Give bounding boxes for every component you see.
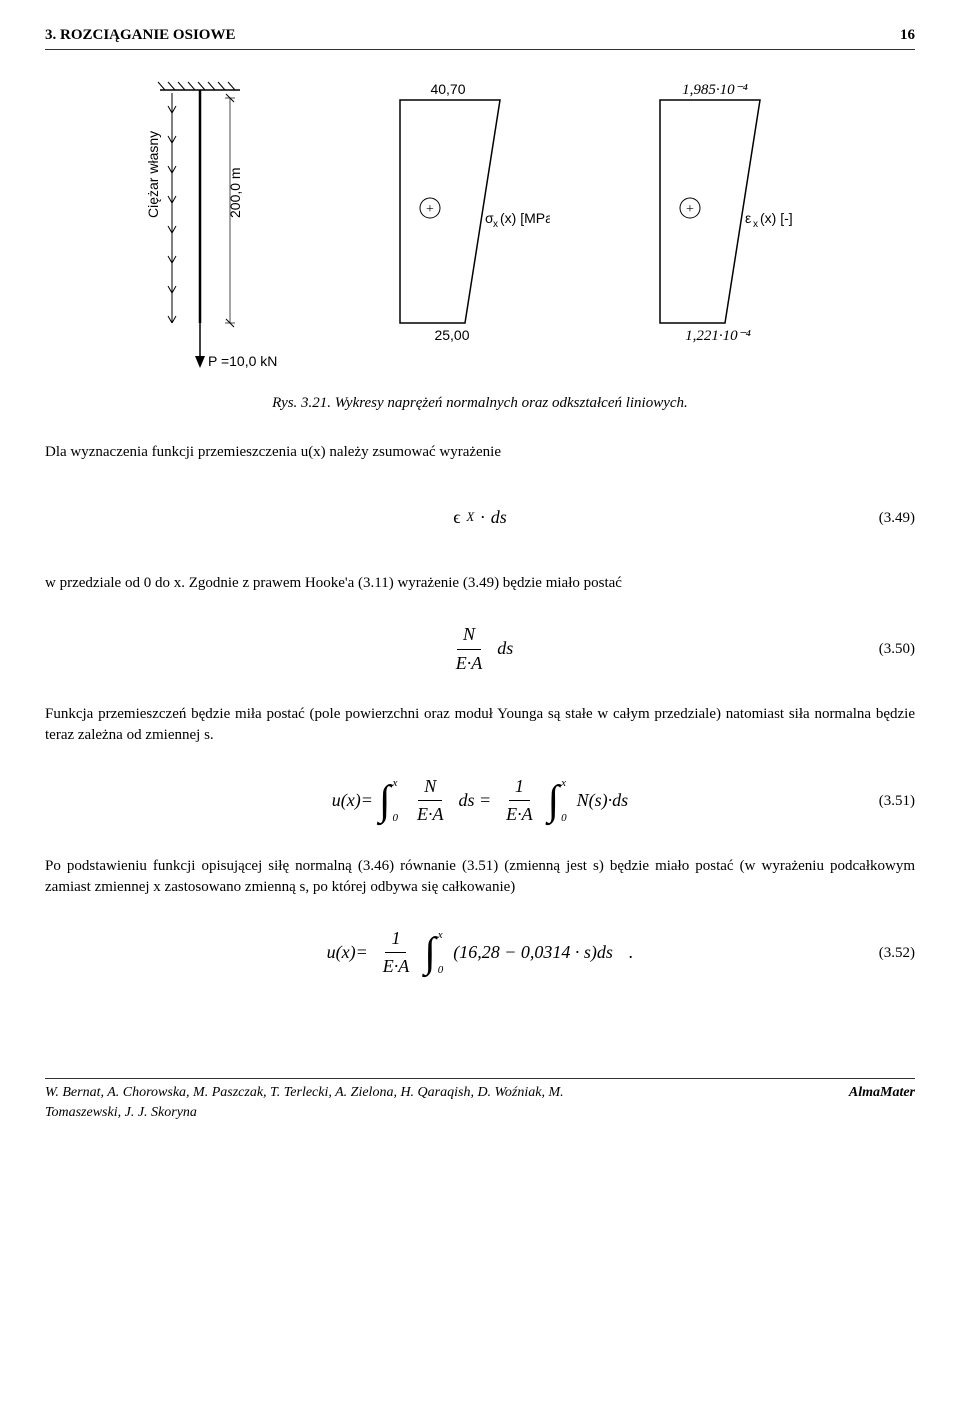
equation-3-52: u(x)= 1E·A ∫ x0 (16,28 − 0,0314 · s)ds .… (45, 923, 915, 983)
svg-text:+: + (426, 202, 434, 217)
equation-3-51: u(x)= ∫ x0 NE·A ds = 1E·A ∫ x0 N(s)·ds (… (45, 771, 915, 831)
paragraph-3: Funkcja przemieszczeń będzie miła postać… (45, 704, 915, 746)
stress-top-value: 40,70 (430, 81, 465, 97)
strain-bottom-value: 1,221·10⁻⁴ (685, 328, 751, 344)
paragraph-1: Dla wyznaczenia funkcji przemieszczenia … (45, 442, 915, 463)
eq-number: (3.51) (879, 791, 915, 812)
stress-bottom-value: 25,00 (434, 327, 469, 343)
beam-diagram: Ciężar własny 200,0 m P =10,0 kN (130, 78, 290, 378)
strain-diagram: 1,985·10⁻⁴ + ε x (x) [-] 1,221·10⁻⁴ (610, 78, 830, 378)
page-header: 3. ROZCIĄGANIE OSIOWE 16 (45, 25, 915, 50)
figure-3-21: Ciężar własny 200,0 m P =10,0 kN 40,70 +… (45, 78, 915, 378)
figure-caption: Rys. 3.21. Wykresy naprężeń normalnych o… (45, 393, 915, 414)
svg-text:ε: ε (745, 210, 751, 226)
svg-text:200,0 m: 200,0 m (227, 167, 243, 218)
page-number: 16 (900, 25, 915, 46)
strain-top-value: 1,985·10⁻⁴ (682, 82, 748, 98)
eq-number: (3.49) (879, 508, 915, 529)
equation-3-49: ϵX · ds (3.49) (45, 488, 915, 548)
paragraph-4: Po podstawieniu funkcji opisującej siłę … (45, 856, 915, 898)
chapter-title: 3. ROZCIĄGANIE OSIOWE (45, 25, 235, 46)
paragraph-2: w przedziale od 0 do x. Zgodnie z prawem… (45, 573, 915, 594)
svg-text:Ciężar własny: Ciężar własny (145, 131, 161, 218)
svg-text:+: + (686, 202, 694, 217)
svg-text:(x) [-]: (x) [-] (760, 210, 793, 226)
eq-number: (3.52) (879, 943, 915, 964)
eq-number: (3.50) (879, 639, 915, 660)
footer-authors: W. Bernat, A. Chorowska, M. Paszczak, T.… (45, 1083, 605, 1122)
stress-diagram: 40,70 + σ x (x) [MPa] 25,00 (350, 78, 550, 378)
svg-text:x: x (493, 219, 498, 230)
equation-3-50: NE·A ds (3.50) (45, 619, 915, 679)
svg-text:(x) [MPa]: (x) [MPa] (500, 210, 550, 226)
svg-text:x: x (753, 219, 758, 230)
svg-text:P =10,0 kN: P =10,0 kN (208, 353, 277, 369)
footer-mark: AlmaMater (849, 1083, 915, 1122)
page-footer: W. Bernat, A. Chorowska, M. Paszczak, T.… (45, 1078, 915, 1122)
